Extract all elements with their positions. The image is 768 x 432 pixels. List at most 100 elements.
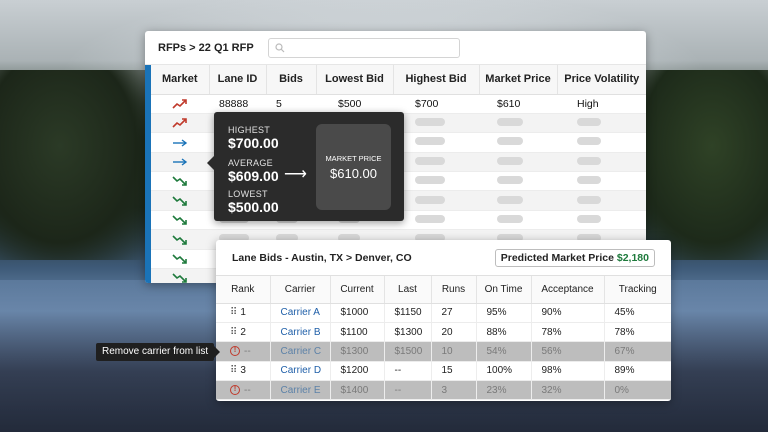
- breadcrumb[interactable]: RFPs > 22 Q1 RFP: [158, 41, 254, 54]
- bid-row[interactable]: ! -- Carrier E $1400 -- 3 23% 32% 0%: [216, 380, 671, 401]
- col-tracking[interactable]: Tracking: [604, 276, 671, 304]
- search-box[interactable]: [267, 37, 460, 58]
- rank-value: --: [244, 345, 251, 357]
- carrier-link[interactable]: Carrier D: [270, 361, 331, 382]
- bid-row[interactable]: ⠿ 3 Carrier D $1200 -- 15 100% 98% 89%: [216, 361, 671, 382]
- loading-placeholder: [577, 215, 601, 224]
- table-row[interactable]: 88888 5 $500 $700 $610 High: [151, 94, 646, 114]
- bid-row[interactable]: ⠿ 2 Carrier B $1100 $1300 20 88% 78% 78%: [216, 322, 671, 343]
- bids-table-header: Rank Carrier Current Last Runs On Time A…: [216, 276, 671, 304]
- col-lane-id[interactable]: Lane ID: [209, 65, 267, 95]
- search-input[interactable]: [284, 42, 445, 53]
- loading-placeholder: [577, 156, 601, 165]
- col-runs[interactable]: Runs: [431, 276, 477, 304]
- rank-cell: ⠿ 1: [216, 303, 271, 323]
- placeholder-cell: [479, 152, 557, 173]
- trend-up-icon: [172, 117, 188, 129]
- carrier-link[interactable]: Carrier A: [270, 303, 331, 323]
- on-time-cell: 95%: [476, 303, 532, 323]
- col-market-price[interactable]: Market Price: [479, 65, 558, 95]
- market-trend-cell: [151, 94, 209, 114]
- loading-placeholder: [497, 118, 523, 127]
- market-trend-cell: [151, 132, 209, 153]
- col-bids[interactable]: Bids: [266, 65, 317, 95]
- highest-bid-cell: $700: [393, 94, 479, 114]
- tracking-cell: 67%: [604, 341, 671, 362]
- market-trend-cell: [151, 171, 209, 192]
- col-carrier[interactable]: Carrier: [270, 276, 331, 304]
- loading-placeholder: [497, 137, 523, 146]
- rank-value: 3: [240, 365, 246, 377]
- current-cell: $1300: [330, 341, 385, 362]
- col-last[interactable]: Last: [384, 276, 432, 304]
- rank-cell: ! --: [216, 380, 271, 401]
- loading-placeholder: [577, 176, 601, 185]
- lane-bids-table: Rank Carrier Current Last Runs On Time A…: [216, 276, 671, 401]
- acceptance-cell: 78%: [531, 322, 605, 343]
- rank-cell: ⠿ 2: [216, 322, 271, 343]
- market-price-label: MARKET PRICE: [325, 154, 382, 163]
- loading-placeholder: [415, 176, 445, 185]
- drag-handle-icon[interactable]: ⠿: [230, 307, 238, 319]
- lowest-label: LOWEST: [228, 189, 268, 199]
- runs-cell: 20: [431, 322, 477, 343]
- loading-placeholder: [497, 195, 523, 204]
- trend-down-icon: [172, 233, 188, 245]
- placeholder-cell: [557, 190, 646, 211]
- lane-bids-title: Lane Bids - Austin, TX > Denver, CO: [232, 251, 412, 264]
- market-trend-cell: [151, 229, 209, 250]
- col-market[interactable]: Market: [151, 65, 210, 95]
- placeholder-cell: [479, 210, 557, 231]
- market-price-cell: $610: [479, 94, 557, 114]
- market-trend-cell: [151, 190, 209, 211]
- rank-value: 1: [240, 307, 246, 319]
- placeholder-cell: [557, 132, 646, 153]
- lane-bids-header: Lane Bids - Austin, TX > Denver, CO Pred…: [216, 240, 671, 276]
- loading-placeholder: [497, 156, 523, 165]
- drag-handle-icon[interactable]: ⠿: [230, 326, 238, 338]
- col-highest-bid[interactable]: Highest Bid: [393, 65, 480, 95]
- remove-warning-icon[interactable]: !: [230, 385, 240, 396]
- search-icon: [275, 42, 285, 52]
- average-label: AVERAGE: [228, 158, 273, 168]
- col-rank[interactable]: Rank: [216, 276, 271, 304]
- remove-warning-icon[interactable]: !: [230, 346, 240, 357]
- col-lowest-bid[interactable]: Lowest Bid: [316, 65, 394, 95]
- tracking-cell: 78%: [604, 322, 671, 343]
- col-price-volatility[interactable]: Price Volatility: [557, 65, 646, 95]
- loading-placeholder: [415, 156, 445, 165]
- loading-placeholder: [415, 137, 445, 146]
- trend-down-icon: [172, 272, 188, 283]
- last-cell: --: [384, 361, 432, 382]
- current-cell: $1200: [330, 361, 385, 382]
- col-on-time[interactable]: On Time: [476, 276, 532, 304]
- trend-down-icon: [172, 253, 188, 265]
- carrier-link[interactable]: Carrier E: [270, 380, 331, 401]
- acceptance-cell: 90%: [531, 303, 605, 323]
- bid-row[interactable]: ! -- Carrier C $1300 $1500 10 54% 56% 67%: [216, 341, 671, 362]
- remove-carrier-tooltip: Remove carrier from list: [96, 343, 221, 361]
- rfp-header: RFPs > 22 Q1 RFP: [145, 31, 646, 65]
- market-price-value: $610.00: [330, 166, 377, 181]
- accent-bar: [145, 65, 151, 283]
- col-current[interactable]: Current: [330, 276, 385, 304]
- highest-label: HIGHEST: [228, 125, 271, 135]
- market-trend-cell: [151, 113, 209, 134]
- on-time-cell: 100%: [476, 361, 532, 382]
- bid-row[interactable]: ⠿ 1 Carrier A $1000 $1150 27 95% 90% 45%: [216, 303, 671, 323]
- placeholder-cell: [393, 210, 479, 231]
- market-trend-cell: [151, 152, 209, 173]
- rfp-table-header: Market Lane ID Bids Lowest Bid Highest B…: [151, 65, 646, 95]
- volatility-cell: High: [557, 94, 646, 114]
- carrier-link[interactable]: Carrier C: [270, 341, 331, 362]
- col-acceptance[interactable]: Acceptance: [531, 276, 605, 304]
- trend-down-icon: [172, 175, 188, 187]
- drag-handle-icon[interactable]: ⠿: [230, 365, 238, 377]
- placeholder-cell: [393, 132, 479, 153]
- loading-placeholder: [497, 234, 523, 243]
- runs-cell: 27: [431, 303, 477, 323]
- predicted-price-badge: Predicted Market Price $2,180: [494, 248, 655, 267]
- acceptance-cell: 56%: [531, 341, 605, 362]
- carrier-link[interactable]: Carrier B: [270, 322, 331, 343]
- placeholder-cell: [393, 190, 479, 211]
